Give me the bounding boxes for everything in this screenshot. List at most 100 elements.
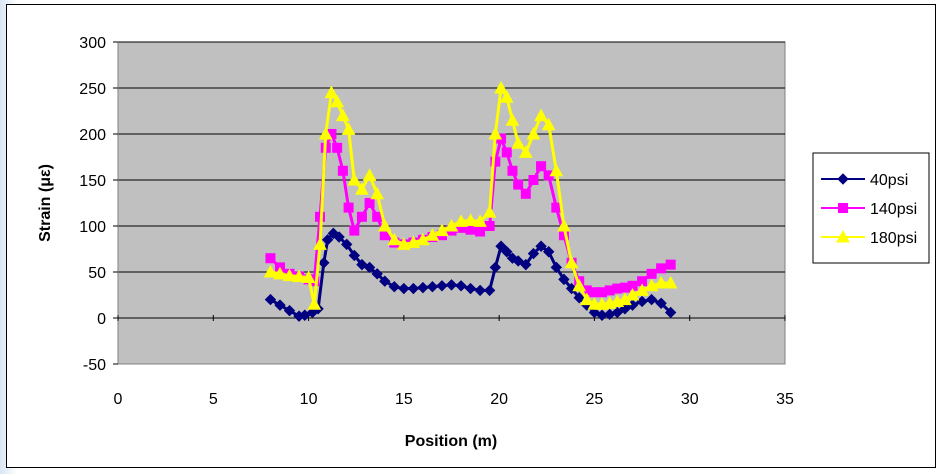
legend-marker-140psi — [838, 203, 848, 213]
point-40psi-28 — [489, 261, 502, 274]
legend-marker-180psi — [836, 229, 850, 243]
point-180psi-51 — [663, 275, 678, 289]
point-180psi-8 — [324, 85, 339, 99]
point-40psi-11 — [340, 238, 353, 251]
series-180psi — [263, 80, 678, 310]
point-140psi-0 — [265, 253, 276, 264]
point-140psi-26 — [475, 226, 486, 237]
x-tick-label-7: 35 — [776, 391, 794, 408]
point-180psi-10 — [336, 108, 350, 122]
x-axis-title: Position (m) — [405, 433, 497, 450]
y-tick-label-0: -50 — [83, 357, 106, 374]
x-tick-label-4: 20 — [490, 391, 508, 408]
point-180psi-40 — [572, 278, 587, 292]
point-180psi-7 — [318, 126, 333, 140]
point-180psi-30 — [499, 90, 514, 103]
point-40psi-29 — [495, 240, 507, 252]
point-180psi-23 — [444, 218, 459, 232]
point-40psi-36 — [542, 246, 555, 258]
point-40psi-27 — [483, 284, 496, 297]
point-180psi-4 — [301, 270, 316, 284]
point-180psi-26 — [473, 214, 487, 227]
legend-label-40psi: 40psi — [870, 172, 908, 189]
point-180psi-14 — [362, 168, 377, 181]
point-140psi-32 — [513, 179, 524, 190]
point-180psi-0 — [263, 264, 278, 278]
x-tick-label-2: 10 — [300, 391, 318, 408]
y-tick-label-2: 50 — [88, 265, 106, 282]
point-40psi-40 — [573, 292, 585, 304]
point-40psi-14 — [363, 261, 376, 274]
point-40psi-15 — [371, 268, 383, 280]
point-40psi-23 — [445, 279, 458, 291]
y-tick-label-5: 200 — [79, 127, 106, 144]
point-40psi-45 — [611, 306, 624, 319]
point-40psi-38 — [558, 273, 570, 286]
point-180psi-38 — [557, 218, 571, 232]
point-40psi-24 — [455, 280, 467, 292]
point-40psi-8 — [321, 234, 334, 246]
point-180psi-48 — [635, 283, 649, 296]
point-140psi-11 — [343, 202, 354, 213]
point-40psi-1 — [274, 299, 286, 311]
x-tick-label-5: 25 — [586, 391, 604, 408]
point-180psi-50 — [654, 275, 668, 289]
point-140psi-12 — [349, 225, 360, 236]
point-40psi-7 — [318, 257, 330, 269]
point-40psi-19 — [407, 282, 420, 295]
point-40psi-37 — [550, 261, 563, 274]
point-40psi-34 — [527, 247, 540, 260]
point-40psi-17 — [388, 281, 401, 293]
point-180psi-17 — [387, 232, 402, 246]
point-180psi-2 — [282, 268, 297, 282]
point-180psi-47 — [625, 287, 640, 301]
point-180psi-41 — [579, 292, 594, 306]
point-180psi-27 — [482, 205, 497, 218]
point-40psi-32 — [512, 255, 524, 267]
point-140psi-14 — [364, 198, 375, 208]
x-tick-label-1: 5 — [209, 391, 218, 408]
series-layer — [263, 80, 678, 322]
plot-area — [117, 41, 786, 365]
point-180psi-21 — [425, 228, 440, 241]
axes — [117, 42, 785, 365]
x-tick-label-6: 30 — [681, 391, 699, 408]
point-180psi-22 — [435, 223, 449, 237]
point-140psi-10 — [337, 165, 348, 176]
y-tick-label-6: 250 — [79, 81, 106, 98]
point-180psi-39 — [564, 255, 579, 269]
point-40psi-12 — [348, 249, 361, 262]
series-40psi — [264, 227, 677, 322]
y-axis-title: Strain (με) — [37, 164, 54, 242]
point-180psi-3 — [292, 269, 306, 283]
point-40psi-10 — [333, 231, 345, 243]
y-tick-label-4: 150 — [79, 173, 106, 190]
point-180psi-6 — [313, 237, 327, 250]
y-tick-label-3: 100 — [79, 219, 106, 236]
y-tick-label-7: 300 — [79, 35, 106, 52]
point-180psi-37 — [549, 163, 564, 177]
point-40psi-33 — [520, 258, 532, 271]
point-180psi-25 — [463, 213, 478, 226]
point-140psi-15 — [372, 211, 383, 222]
point-180psi-12 — [347, 172, 362, 186]
point-180psi-5 — [307, 297, 322, 310]
legend-marker-40psi — [837, 173, 849, 185]
point-40psi-50 — [655, 297, 667, 309]
legend-label-180psi: 180psi — [870, 230, 917, 247]
point-180psi-20 — [416, 232, 430, 246]
point-40psi-22 — [436, 280, 448, 292]
point-180psi-24 — [454, 214, 468, 227]
point-180psi-11 — [341, 122, 356, 135]
point-180psi-15 — [370, 186, 385, 200]
point-180psi-32 — [511, 136, 526, 149]
point-40psi-35 — [535, 240, 547, 252]
point-180psi-33 — [518, 145, 533, 158]
point-180psi-35 — [534, 108, 548, 122]
point-180psi-13 — [355, 182, 369, 195]
legend-label-140psi: 140psi — [870, 201, 917, 218]
y-tick-labels: -50 0 50 100 150 200 250 300 — [79, 35, 118, 374]
point-140psi-31 — [507, 165, 518, 176]
point-140psi-49 — [646, 268, 657, 279]
point-40psi-25 — [464, 282, 477, 295]
